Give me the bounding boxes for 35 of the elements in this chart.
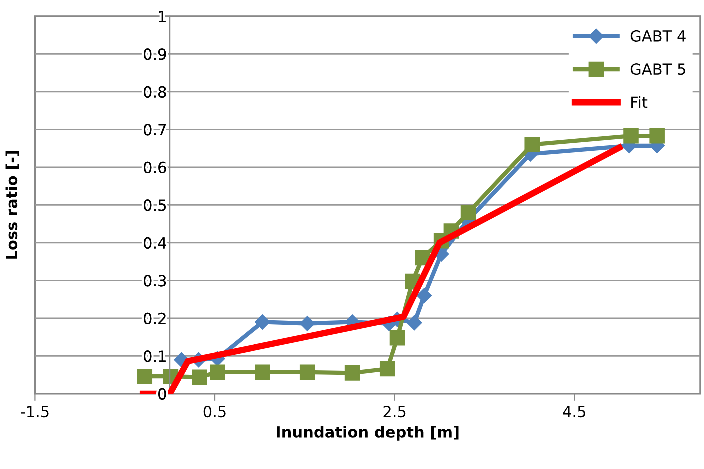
x-axis-title: Inundation depth [m] xyxy=(277,426,459,441)
y-tick-label: 0.4 xyxy=(144,237,166,249)
y-tick-label: 0.8 xyxy=(144,86,166,98)
point xyxy=(416,288,432,304)
point xyxy=(300,316,316,332)
legend-label: GABT 5 xyxy=(630,64,686,76)
x-tick-label: 2.5 xyxy=(384,406,406,418)
x-tick-label: 4.5 xyxy=(563,406,586,418)
x-tick-label: -1.5 xyxy=(21,406,49,418)
point xyxy=(390,330,406,346)
point xyxy=(137,368,153,384)
point xyxy=(624,128,639,144)
y-tick-label: 1 xyxy=(159,11,166,22)
y-tick-label: 0.2 xyxy=(144,312,166,324)
y-tick-label: 0.1 xyxy=(144,350,166,362)
point xyxy=(460,205,476,220)
point xyxy=(380,361,396,377)
y-tick-label: 0.6 xyxy=(144,162,166,174)
y-tick-label: 0.9 xyxy=(144,48,166,60)
legend-label: GABT 4 xyxy=(630,30,686,42)
point xyxy=(300,364,316,380)
point xyxy=(255,314,270,330)
y-tick-label: 0.3 xyxy=(144,275,166,287)
y-tick-label: 0.7 xyxy=(144,124,166,136)
point xyxy=(192,370,208,385)
point xyxy=(524,137,540,152)
y-tick-label: 0.5 xyxy=(144,200,166,212)
point xyxy=(255,364,270,380)
point xyxy=(344,366,360,381)
point xyxy=(650,128,665,144)
point xyxy=(210,364,226,380)
y-axis-title: Loss ratio [-] xyxy=(6,151,20,259)
x-tick-label: 0.5 xyxy=(204,406,226,418)
legend-label: Fit xyxy=(632,96,648,108)
point xyxy=(407,315,422,331)
